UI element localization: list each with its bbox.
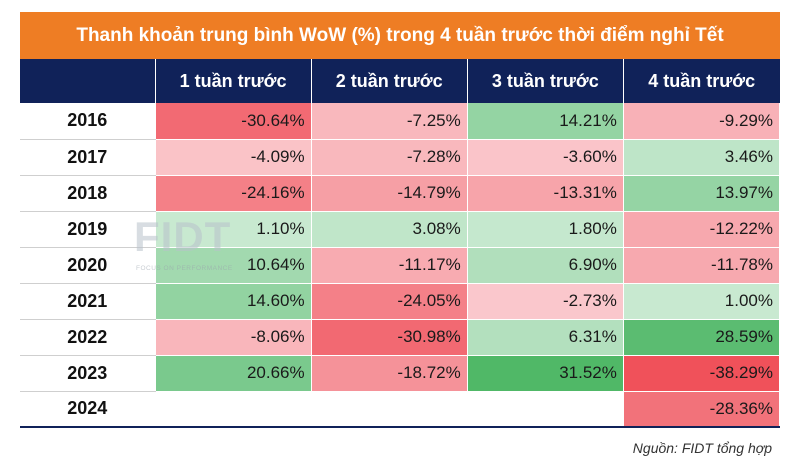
year-cell: 2019 <box>20 211 156 248</box>
value-cell: 20.66% <box>155 355 312 392</box>
source-note: Nguồn: FIDT tổng hợp <box>632 440 772 456</box>
value-cell: 14.60% <box>155 283 312 320</box>
value-cell: -28.36% <box>623 391 781 428</box>
value-cell: -18.72% <box>311 355 468 392</box>
value-cell: -11.78% <box>623 247 781 284</box>
table-body: 2016 -30.64% -7.25% 14.21% -9.29% 2017 -4.09% -… <box>20 103 781 428</box>
value-cell: -30.64% <box>155 103 312 140</box>
chart-title: Thanh khoản trung bình WoW (%) trong 4 t… <box>20 12 780 59</box>
value-cell: -2.73% <box>467 283 624 320</box>
table-row: 2017 -4.09% -7.28% -3.60% 3.46% <box>20 139 781 176</box>
column-header: 3 tuần trước <box>467 59 624 103</box>
value-cell: 1.10% <box>155 211 312 248</box>
value-cell <box>311 391 468 428</box>
year-cell: 2018 <box>20 175 156 212</box>
table-row: 2022 -8.06% -30.98% 6.31% 28.59% <box>20 319 781 356</box>
value-cell: 13.97% <box>623 175 781 212</box>
value-cell <box>155 391 312 428</box>
year-cell: 2024 <box>20 391 156 428</box>
year-cell: 2016 <box>20 103 156 140</box>
column-header: 2 tuần trước <box>311 59 468 103</box>
value-cell: -12.22% <box>623 211 781 248</box>
liquidity-table: 1 tuần trước 2 tuần trước 3 tuần trước 4… <box>20 59 781 428</box>
year-cell: 2023 <box>20 355 156 392</box>
table-row: 2019 1.10% 3.08% 1.80% -12.22% <box>20 211 781 248</box>
header-row: 1 tuần trước 2 tuần trước 3 tuần trước 4… <box>20 59 780 103</box>
value-cell: 28.59% <box>623 319 781 356</box>
value-cell: 14.21% <box>467 103 624 140</box>
table-row: 2021 14.60% -24.05% -2.73% 1.00% <box>20 283 781 320</box>
value-cell: -8.06% <box>155 319 312 356</box>
year-cell: 2017 <box>20 139 156 176</box>
header-corner <box>20 59 156 103</box>
column-header: 4 tuần trước <box>623 59 780 103</box>
value-cell: 3.08% <box>311 211 468 248</box>
value-cell: 31.52% <box>467 355 624 392</box>
value-cell: 6.90% <box>467 247 624 284</box>
year-cell: 2021 <box>20 283 156 320</box>
value-cell: -14.79% <box>311 175 468 212</box>
value-cell: -7.28% <box>311 139 468 176</box>
year-cell: 2020 <box>20 247 156 284</box>
value-cell: -9.29% <box>623 103 781 140</box>
table-row: 2018 -24.16% -14.79% -13.31% 13.97% <box>20 175 781 212</box>
value-cell: -3.60% <box>467 139 624 176</box>
value-cell: -38.29% <box>623 355 781 392</box>
value-cell: -13.31% <box>467 175 624 212</box>
table-row: 2020 10.64% -11.17% 6.90% -11.78% <box>20 247 781 284</box>
value-cell: -7.25% <box>311 103 468 140</box>
value-cell: -30.98% <box>311 319 468 356</box>
value-cell: -11.17% <box>311 247 468 284</box>
value-cell: -24.16% <box>155 175 312 212</box>
column-header: 1 tuần trước <box>155 59 312 103</box>
value-cell <box>467 391 624 428</box>
table-row: 2024 -28.36% <box>20 391 781 428</box>
value-cell: -24.05% <box>311 283 468 320</box>
value-cell: 6.31% <box>467 319 624 356</box>
table-row: 2023 20.66% -18.72% 31.52% -38.29% <box>20 355 781 392</box>
value-cell: 3.46% <box>623 139 781 176</box>
table-row: 2016 -30.64% -7.25% 14.21% -9.29% <box>20 103 781 140</box>
value-cell: 10.64% <box>155 247 312 284</box>
value-cell: 1.80% <box>467 211 624 248</box>
year-cell: 2022 <box>20 319 156 356</box>
value-cell: 1.00% <box>623 283 781 320</box>
value-cell: -4.09% <box>155 139 312 176</box>
